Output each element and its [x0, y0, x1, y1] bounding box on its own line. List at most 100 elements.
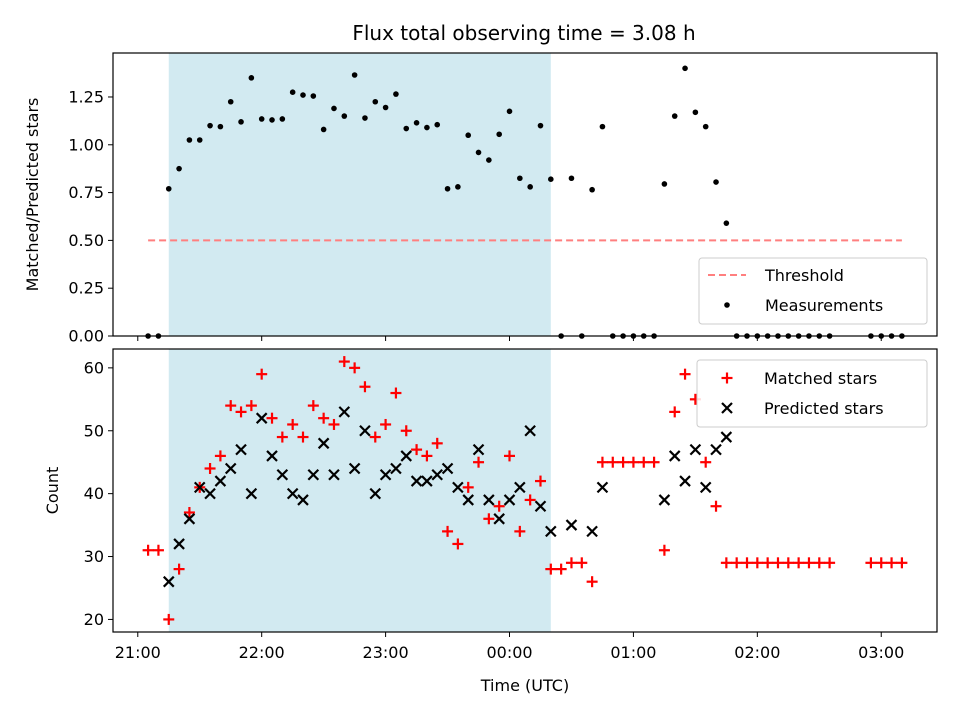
predicted-star-point-b: [689, 443, 702, 456]
predicted-star-point: [483, 494, 495, 506]
predicted-star-point: [193, 481, 206, 494]
predicted-star-point-b: [162, 575, 175, 588]
measurement-point: [671, 113, 678, 119]
matched-star-point: [483, 513, 495, 525]
predicted-star-point: [679, 475, 691, 487]
measurement-point: [269, 117, 275, 123]
predicted-star-point: [421, 475, 433, 487]
predicted-star-point: [545, 525, 557, 538]
predicted-star-point: [286, 487, 299, 500]
predicted-star-point-b: [441, 462, 454, 475]
predicted-star-point-b: [524, 424, 536, 437]
predicted-star-point: [699, 481, 712, 494]
predicted-star-point: [534, 500, 547, 513]
bottom-legend-box: [696, 359, 928, 428]
predicted-star-point: [245, 487, 258, 500]
predicted-star-point-b: [503, 494, 516, 506]
predicted-star-point: [235, 443, 247, 456]
matched-star-point: [442, 525, 454, 537]
predicted-star-point: [565, 519, 578, 531]
measurement-point: [258, 116, 265, 122]
matched-star-point: [617, 456, 629, 468]
measurement-point: [723, 220, 730, 226]
matched-star-point: [534, 475, 546, 487]
predicted-star-point-b: [348, 462, 361, 475]
predicted-star-point-b: [421, 475, 433, 487]
chart-title: Flux total observing time = 3.08 h: [352, 21, 695, 45]
predicted-star-point: [441, 462, 454, 475]
matched-star-point: [607, 456, 619, 468]
matched-star-point: [524, 494, 536, 506]
measurement-point: [486, 157, 492, 163]
legend-threshold-label: Threshold: [764, 266, 844, 285]
predicted-star-point-b: [699, 481, 712, 494]
measurement-point: [300, 92, 306, 98]
bottom-panel-frame: [112, 348, 938, 633]
predicted-star-point-b: [224, 462, 237, 475]
matched-star-point: [338, 356, 350, 368]
top-legend: Threshold Measurements: [698, 257, 928, 325]
legend-predicted-symbol: [721, 402, 733, 414]
predicted-star-point-b: [204, 487, 216, 500]
predicted-star-point: [390, 462, 402, 475]
predicted-star-point: [359, 424, 371, 437]
measurement-point: [568, 175, 575, 182]
predicted-star-point: [472, 443, 485, 456]
top-marks: [145, 65, 905, 339]
matched-star-point: [183, 507, 195, 519]
matched-star-point: [875, 557, 887, 569]
bottom-y-axis-label: Count: [43, 467, 62, 515]
matched-star-point: [163, 613, 175, 625]
predicted-star-point: [493, 513, 505, 525]
legend-measurements-symbol: [724, 302, 730, 308]
y-tick-label: 1.00: [68, 135, 104, 154]
matched-star-point: [152, 544, 164, 556]
predicted-star-point-b: [245, 487, 258, 500]
measurement-point: [331, 105, 337, 112]
measurement-point: [196, 137, 203, 143]
measurement-point: [444, 185, 451, 192]
measurement-point: [702, 123, 709, 130]
predicted-star-point: [348, 462, 361, 475]
predicted-star-point-b: [235, 443, 247, 456]
predicted-star-point: [173, 538, 185, 550]
predicted-star-point: [224, 462, 237, 475]
predicted-star-point: [710, 443, 722, 456]
predicted-star-point-b: [379, 468, 392, 481]
measurement-point: [527, 184, 533, 190]
predicted-star-point-b: [286, 487, 299, 500]
bottom-marks: [142, 356, 908, 625]
measurement-point: [682, 65, 688, 72]
measurement-point: [599, 123, 606, 130]
matched-star-point: [473, 456, 485, 468]
matched-star-point: [700, 456, 712, 468]
predicted-star-point: [276, 468, 289, 481]
predicted-star-point: [338, 406, 351, 418]
matched-star-point: [328, 418, 340, 430]
matched-star-point: [452, 538, 464, 550]
predicted-star-point-b: [193, 481, 206, 494]
measurement-point: [537, 122, 544, 129]
matched-star-point: [493, 500, 505, 512]
x-tick-label: 01:00: [610, 643, 656, 662]
predicted-star-point-b: [679, 475, 691, 487]
predicted-star-point-b: [483, 494, 495, 506]
matched-star-point: [886, 557, 898, 569]
matched-star-point: [431, 437, 443, 449]
predicted-star-point: [204, 487, 216, 500]
top-legend-box: [698, 257, 928, 325]
matched-star-point: [276, 431, 288, 443]
predicted-star-point: [183, 513, 196, 525]
predicted-star-point-b: [390, 462, 402, 475]
measurement-point: [713, 179, 719, 185]
matched-star-point: [586, 576, 598, 588]
predicted-star-point-b: [658, 494, 671, 506]
matched-star-point: [204, 462, 216, 474]
predicted-star-point-b: [710, 443, 722, 456]
matched-star-point: [679, 368, 691, 380]
measurement-point: [279, 116, 286, 122]
measurement-point: [238, 119, 244, 125]
predicted-star-point-b: [338, 406, 351, 418]
predicted-star-point-b: [472, 443, 485, 456]
bottom-axes: 20 30 40 50 60 21:00 22:00 23:00 00:00 01:00 02:00…: [84, 358, 905, 662]
